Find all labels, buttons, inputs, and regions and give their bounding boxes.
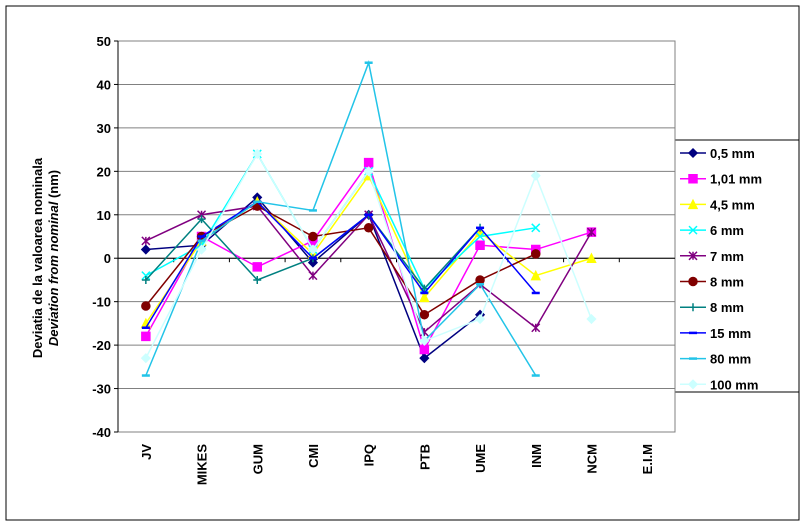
- legend-marker: [687, 379, 699, 390]
- legend-marker: [687, 147, 699, 159]
- marker: [363, 166, 374, 177]
- y-axis-label: Deviatia de la valoarea nominala Deviati…: [30, 157, 61, 358]
- marker: [530, 170, 541, 181]
- legend-marker: [688, 225, 698, 235]
- y-tick-label: -40: [92, 425, 111, 440]
- marker: [141, 271, 151, 281]
- legend-marker: [687, 198, 699, 210]
- x-tick-label: INM: [529, 444, 544, 468]
- legend-marker: [688, 173, 698, 184]
- legend-label: 8 mm: [710, 275, 744, 290]
- legend-marker: [688, 276, 698, 287]
- y-label-italic: Deviation from nominal: [46, 201, 61, 346]
- marker: [475, 231, 485, 242]
- marker: [363, 223, 374, 233]
- legend-label: 100 mm: [710, 377, 758, 392]
- marker: [197, 215, 206, 224]
- x-tick-label: CMI: [306, 444, 321, 468]
- marker: [196, 244, 207, 255]
- series-line: [145, 200, 537, 329]
- marker: [363, 157, 374, 168]
- legend-label: 7 mm: [710, 249, 744, 264]
- y-label-unit: (nm): [46, 170, 61, 198]
- marker: [586, 313, 597, 325]
- marker: [252, 262, 262, 272]
- legend-label: 4,5 mm: [710, 197, 755, 212]
- marker: [531, 323, 541, 333]
- legend-label: 6 mm: [710, 223, 744, 238]
- marker: [141, 331, 151, 342]
- marker: [307, 257, 319, 268]
- legend-label: 1,01 mm: [710, 172, 762, 187]
- y-label-line: Deviatia de la valoarea nominala: [30, 157, 45, 358]
- legend-marker: [688, 251, 698, 261]
- x-tick-label: JV: [139, 444, 154, 460]
- marker: [253, 275, 262, 284]
- x-tick-label: UME: [473, 444, 488, 473]
- y-tick-label: 0: [104, 251, 111, 266]
- x-tick-label: E.I.M: [640, 444, 655, 474]
- y-tick-label: 10: [97, 208, 111, 223]
- marker: [141, 275, 150, 284]
- marker: [474, 313, 486, 325]
- legend-label: 80 mm: [710, 352, 751, 367]
- marker: [141, 301, 151, 311]
- marker: [141, 236, 151, 246]
- marker: [419, 344, 430, 355]
- legend-label: 15 mm: [710, 326, 751, 341]
- legend-label: 0,5 mm: [710, 146, 755, 161]
- x-tick-label: IPQ: [362, 444, 377, 466]
- y-label-line: Deviation from nominal (nm): [46, 170, 61, 346]
- x-tick-label: MIKES: [195, 444, 210, 486]
- x-tick-label: PTB: [417, 444, 432, 470]
- marker: [140, 244, 151, 255]
- y-tick-label: 20: [97, 164, 111, 179]
- marker: [308, 231, 318, 242]
- marker: [419, 309, 430, 320]
- y-tick-label: -20: [92, 338, 111, 353]
- legend-marker: [689, 303, 697, 312]
- legend-label: 8 mm: [710, 300, 744, 315]
- marker: [475, 240, 485, 250]
- marker: [308, 271, 318, 281]
- x-tick-label: NCM: [584, 444, 599, 474]
- marker: [530, 269, 541, 281]
- y-tick-label: 50: [97, 34, 111, 49]
- y-tick-label: 40: [97, 77, 111, 92]
- y-tick-label: -10: [92, 295, 111, 310]
- marker: [531, 223, 541, 233]
- marker: [530, 249, 541, 259]
- marker: [419, 335, 430, 346]
- marker: [475, 275, 485, 285]
- marker: [586, 252, 597, 263]
- marker: [419, 353, 430, 364]
- marker: [252, 148, 263, 160]
- marker: [419, 291, 430, 303]
- x-tick-label: GUM: [250, 444, 265, 474]
- y-tick-label: -30: [92, 382, 111, 397]
- marker: [140, 353, 151, 364]
- y-tick-label: 30: [97, 121, 111, 136]
- marker: [586, 227, 596, 237]
- marker: [307, 244, 319, 255]
